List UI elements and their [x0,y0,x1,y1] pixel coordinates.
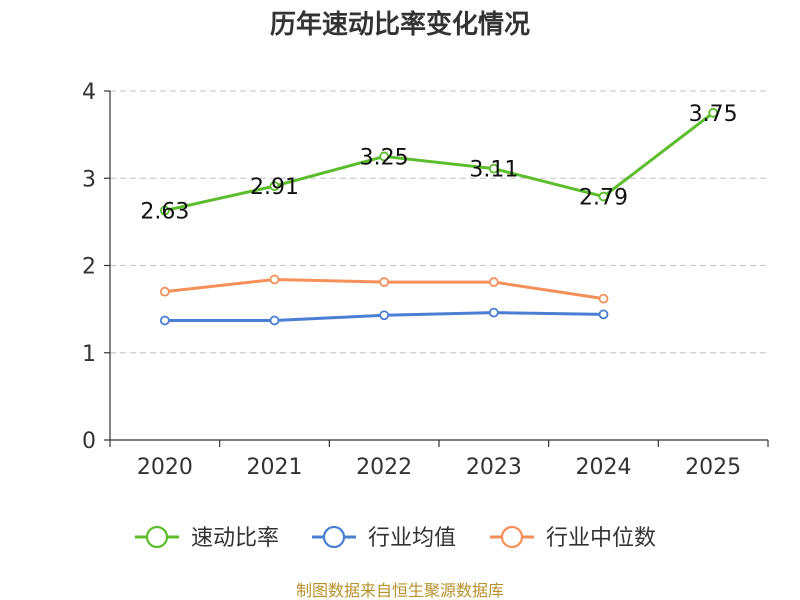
y-tick-label: 3 [82,167,96,192]
data-point [598,293,609,304]
y-tick-label: 4 [82,80,96,105]
y-tick-label: 2 [82,255,96,280]
data-point [269,315,280,326]
data-point [488,307,499,318]
data-point [159,205,170,216]
legend-label: 行业均值 [368,526,456,551]
data-label: 2.63 [140,200,189,225]
legend-marker-1 [322,525,346,549]
chart-title: 历年速动比率变化情况 [270,9,530,40]
data-point [598,191,609,202]
y-tick-label: 0 [82,429,96,454]
x-tick-label: 2020 [137,455,193,480]
data-point [269,274,280,285]
data-point [379,151,390,162]
axes: 0 1 2 3 4 2020 2021 2022 2023 2024 2025 [82,80,769,480]
x-tick-label: 2021 [247,455,303,480]
legend-marker-2 [500,525,524,549]
legend-label: 行业中位数 [546,526,656,551]
data-labels: 2.63 2.91 3.25 3.11 2.79 3.75 [140,102,737,225]
legend-marker-0 [145,525,169,549]
data-label: 3.75 [689,102,738,127]
series-line-0 [164,111,715,212]
legend: 速动比率 行业均值 行业中位数 [135,525,656,551]
source-text: 制图数据来自恒生聚源数据库 [296,581,504,600]
x-tick-label: 2023 [466,455,522,480]
data-point [708,107,719,118]
data-point [159,286,170,297]
data-label: 3.11 [469,158,518,183]
data-point [488,277,499,287]
data-point [488,163,499,174]
series-layer [159,107,719,326]
data-point [598,309,609,320]
legend-label: 速动比率 [191,526,279,551]
data-label: 2.91 [250,175,299,200]
data-point [159,315,170,326]
data-label: 3.25 [360,145,409,170]
data-point [379,310,390,321]
y-tick-label: 1 [82,342,96,367]
data-point [269,181,280,192]
x-tick-label: 2024 [576,455,632,480]
x-tick-label: 2022 [356,455,412,480]
x-tick-label: 2025 [685,455,741,480]
data-label: 2.79 [579,186,628,211]
data-point [379,277,390,287]
